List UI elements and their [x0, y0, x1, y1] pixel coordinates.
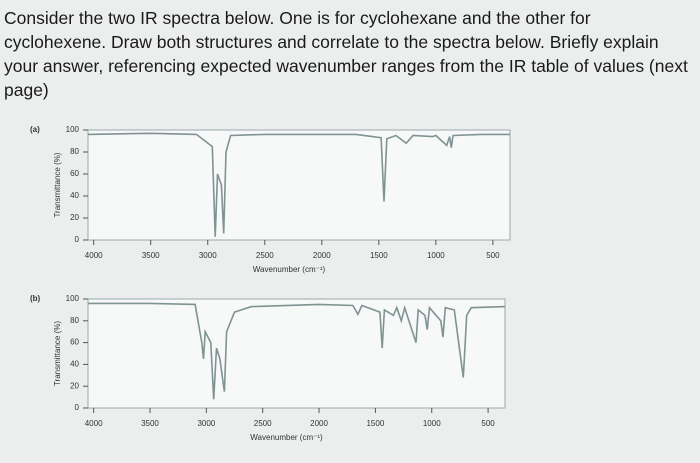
panel-label: (b) [30, 294, 41, 303]
y-tick-label: 60 [70, 338, 79, 347]
y-tick-label: 100 [66, 294, 80, 303]
x-tick-label: 4000 [85, 251, 103, 260]
y-tick-label: 40 [70, 191, 79, 200]
y-tick-label: 0 [75, 403, 80, 412]
x-tick-label: 2500 [254, 419, 272, 428]
y-tick-label: 20 [70, 381, 79, 390]
y-tick-label: 60 [70, 169, 79, 178]
x-tick-label: 3000 [197, 419, 215, 428]
x-tick-label: 3500 [141, 419, 159, 428]
x-tick-label: 1500 [370, 251, 388, 260]
y-tick-label: 80 [70, 316, 79, 325]
x-tick-label: 2000 [310, 419, 328, 428]
x-tick-label: 2000 [313, 251, 331, 260]
x-tick-label: 4000 [85, 419, 103, 428]
y-tick-label: 100 [66, 125, 80, 134]
y-tick-label: 40 [70, 360, 79, 369]
x-tick-label: 3000 [199, 251, 217, 260]
x-tick-label: 2500 [256, 251, 274, 260]
y-axis-label: Transmittance (%) [53, 321, 62, 386]
x-axis-label: Wavenumber (cm⁻¹) [250, 433, 323, 442]
x-tick-label: 500 [481, 419, 495, 428]
panel-label: (a) [30, 125, 40, 134]
x-tick-label: 1000 [427, 251, 445, 260]
plot-area [87, 129, 511, 241]
plot-area [87, 298, 506, 409]
y-tick-label: 80 [70, 147, 79, 156]
x-tick-label: 3500 [142, 251, 160, 260]
spectrum-line [88, 302, 506, 400]
question-text: Consider the two IR spectra below. One i… [4, 8, 688, 100]
y-tick-label: 0 [75, 235, 80, 244]
x-tick-label: 1000 [423, 419, 441, 428]
x-tick-label: 1500 [366, 419, 384, 428]
x-tick-label: 500 [486, 251, 500, 260]
spectrum-line [87, 132, 510, 237]
x-axis-label: Wavenumber (cm⁻¹) [253, 265, 326, 274]
y-axis-label: Transmittance (%) [53, 152, 62, 217]
y-tick-label: 20 [70, 213, 79, 222]
